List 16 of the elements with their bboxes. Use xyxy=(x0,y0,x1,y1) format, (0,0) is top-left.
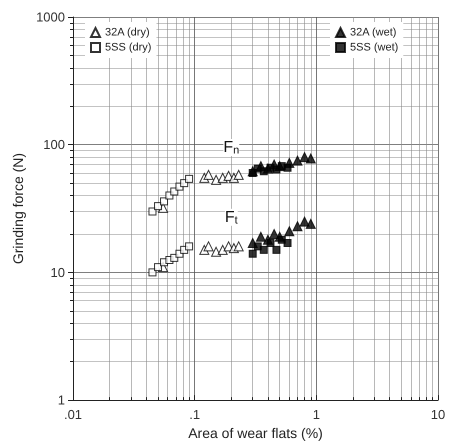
x-tick-label: .01 xyxy=(64,407,82,422)
y-tick-label: 10 xyxy=(50,264,65,280)
y-tick-label: 1000 xyxy=(36,10,65,24)
legend-label: 5SS (dry) xyxy=(105,42,152,54)
x-tick-label: .1 xyxy=(189,407,200,422)
legend-label: 32A (dry) xyxy=(105,26,150,38)
x-tick-label: 1 xyxy=(312,407,320,422)
y-tick-label: 100 xyxy=(43,137,65,152)
y-tick-label: 1 xyxy=(58,392,65,408)
legend-label: 32A (wet) xyxy=(350,26,396,38)
annotation: Fn xyxy=(223,139,240,157)
x-axis-title: Area of wear flats (%) xyxy=(188,425,323,441)
y-axis-title: Grinding force (N) xyxy=(10,152,26,264)
legend-label: 5SS (wet) xyxy=(350,42,398,54)
x-tick-label: 10 xyxy=(430,407,446,422)
annotation: Ft xyxy=(224,208,238,226)
